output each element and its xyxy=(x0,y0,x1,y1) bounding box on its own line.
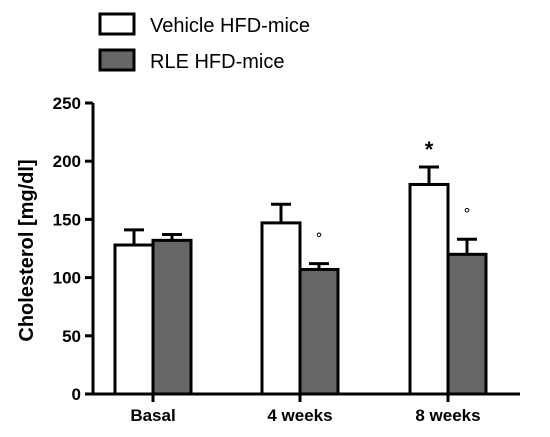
bar-rle-hfd-mice-basal xyxy=(151,238,193,396)
legend-swatch-rle-hfd-mice xyxy=(98,48,136,72)
bar-vehicle-hfd-mice-8-weeks xyxy=(408,182,450,396)
legend-label-rle-hfd-mice: RLE HFD-mice xyxy=(150,51,284,73)
y-tick-label: 100 xyxy=(53,269,81,288)
legend-swatch-vehicle-hfd-mice xyxy=(98,12,136,36)
annotations: * ° ° xyxy=(315,137,471,248)
bar-rle-hfd-mice-8-weeks xyxy=(446,252,488,396)
legend-label-vehicle-hfd-mice: Vehicle HFD-mice xyxy=(150,15,310,37)
significance-marker-rle-hfd-mice-4-weeks: ° xyxy=(315,230,323,248)
y-tick-label: 0 xyxy=(72,385,81,404)
y-tick-label: 200 xyxy=(53,152,81,171)
legend: Vehicle HFD-mice RLE HFD-mice xyxy=(98,12,310,73)
y-tick-label: 250 xyxy=(53,94,81,113)
x-tick-label-8-weeks: 8 weeks xyxy=(415,406,480,425)
bar-vehicle-hfd-mice-4-weeks xyxy=(260,221,302,396)
bars xyxy=(113,165,488,396)
y-axis-label: Cholesterol [mg/dl] xyxy=(16,159,38,341)
y-tick-label: 150 xyxy=(53,210,81,229)
significance-marker-rle-hfd-mice-8-weeks: ° xyxy=(463,205,471,223)
bar-vehicle-hfd-mice-basal xyxy=(113,243,155,396)
x-tick-label-basal: Basal xyxy=(130,406,175,425)
x-tick-label-4-weeks: 4 weeks xyxy=(267,406,332,425)
bar-rle-hfd-mice-4-weeks xyxy=(298,267,340,396)
significance-marker-vehicle-hfd-mice-8-weeks: * xyxy=(425,137,434,162)
y-tick-label: 50 xyxy=(62,327,81,346)
